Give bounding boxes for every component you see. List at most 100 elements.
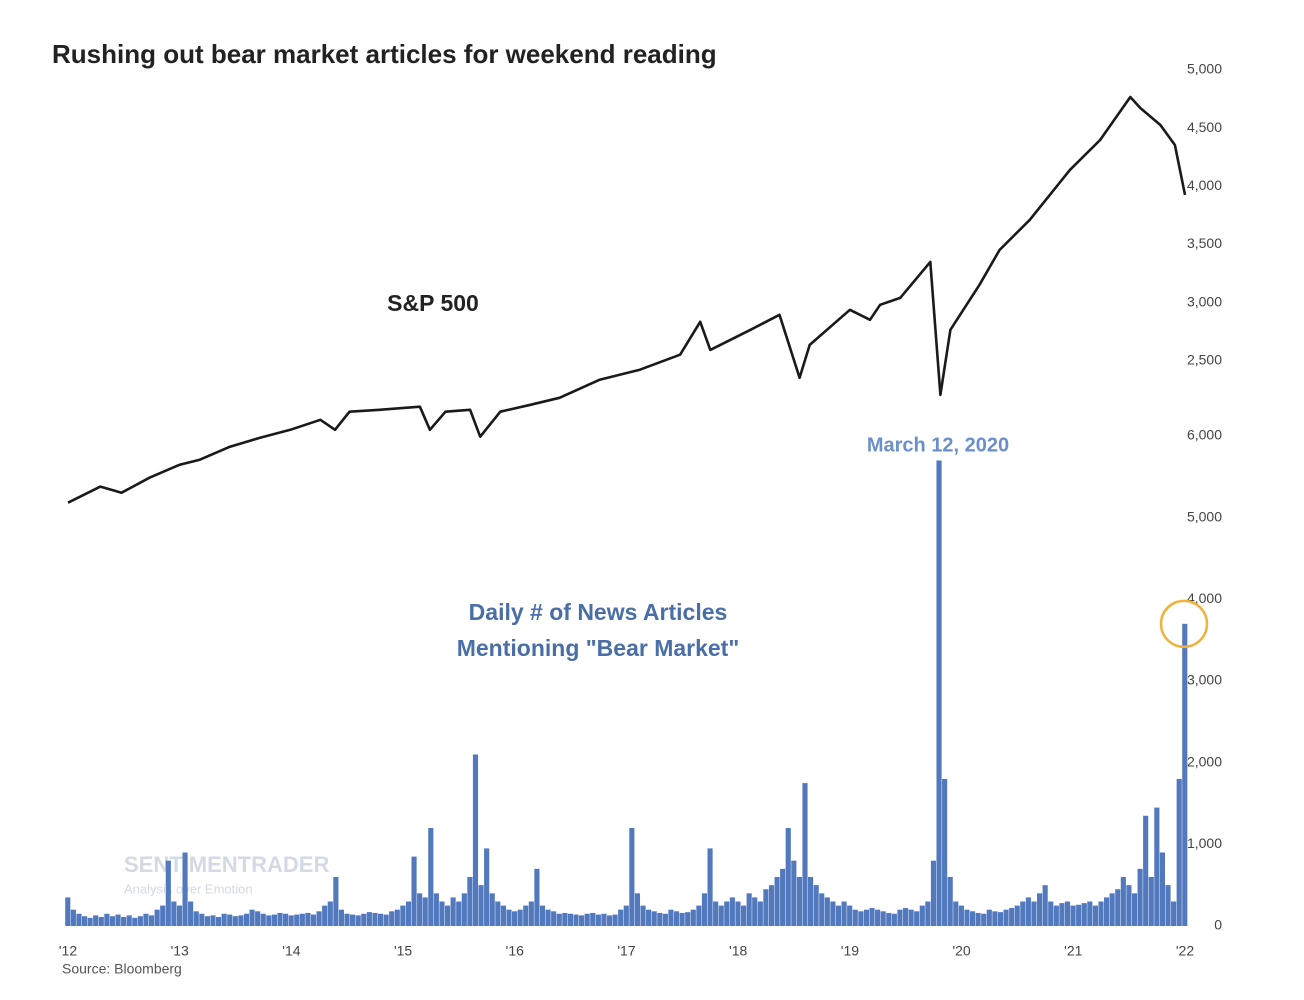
bar <box>1014 905 1020 926</box>
bar <box>562 912 568 926</box>
x-tick-label: '15 <box>394 943 412 959</box>
bar <box>752 897 758 926</box>
bar <box>227 914 233 926</box>
bar <box>528 901 534 926</box>
bar <box>199 913 205 926</box>
bar <box>154 909 160 926</box>
series-line <box>67 95 1187 504</box>
bar <box>623 905 629 926</box>
bar <box>919 905 925 926</box>
y-tick-label: 4,500 <box>1187 119 1222 135</box>
bar <box>176 905 183 926</box>
bar <box>1126 885 1132 926</box>
bar <box>757 901 763 926</box>
bar <box>880 911 886 926</box>
series-annotation: S&P 500 <box>387 290 479 316</box>
bar <box>830 901 836 926</box>
bar <box>573 914 579 926</box>
bar <box>1171 901 1177 926</box>
bar <box>299 913 305 926</box>
y-tick-label: 5,000 <box>1187 508 1222 524</box>
bar <box>444 905 451 926</box>
bar <box>819 893 825 926</box>
bar <box>523 905 529 926</box>
bar <box>875 909 881 926</box>
series-annotation: Mentioning "Bear Market" <box>457 635 740 661</box>
x-tick-label: '14 <box>282 943 300 959</box>
y-tick-label: 3,000 <box>1187 293 1222 309</box>
bar <box>450 897 456 926</box>
bar <box>126 915 132 926</box>
bar <box>646 909 652 926</box>
bar <box>109 916 116 926</box>
bar <box>1081 903 1087 926</box>
bar <box>283 913 289 926</box>
bar <box>327 901 333 926</box>
x-tick-label: '13 <box>171 943 189 959</box>
bar <box>679 912 685 926</box>
bar <box>81 916 88 926</box>
bar <box>897 909 903 926</box>
bar <box>774 877 780 926</box>
y-tick-label: 6,000 <box>1187 427 1222 443</box>
bar <box>1087 901 1093 926</box>
y-tick-label: 3,500 <box>1187 235 1222 251</box>
bar <box>288 915 294 926</box>
bar <box>1182 623 1188 926</box>
bar <box>1120 877 1126 926</box>
bar <box>366 912 372 926</box>
bar <box>740 905 747 926</box>
bar <box>1076 904 1082 926</box>
bar <box>584 913 590 926</box>
bar <box>891 913 897 926</box>
bar <box>216 917 222 926</box>
bar <box>634 893 641 926</box>
y-tick-label: 1,000 <box>1187 835 1222 851</box>
bar <box>556 913 562 926</box>
bar <box>65 897 71 926</box>
bar <box>936 460 942 926</box>
bar <box>545 909 551 926</box>
bar <box>405 901 412 926</box>
bar <box>171 901 177 926</box>
bar <box>847 905 853 926</box>
bar <box>383 914 389 926</box>
x-tick-label: '20 <box>952 943 970 959</box>
bar <box>729 897 735 926</box>
bar <box>1053 905 1059 926</box>
bar <box>785 828 791 926</box>
bar <box>1031 901 1037 926</box>
bar <box>249 909 255 926</box>
bar <box>969 911 976 926</box>
bar <box>472 754 479 926</box>
bar <box>428 828 434 926</box>
bar <box>791 860 797 926</box>
bar <box>735 901 741 926</box>
bar <box>417 893 423 926</box>
bar <box>1109 893 1115 926</box>
bar <box>221 913 227 926</box>
chart-title: Rushing out bear market articles for wee… <box>52 39 717 69</box>
bar <box>1176 779 1182 926</box>
bar <box>869 908 875 926</box>
bar <box>1137 868 1143 926</box>
bar <box>271 914 277 926</box>
bar <box>115 914 121 926</box>
bar <box>1115 889 1121 926</box>
bar <box>255 911 261 926</box>
bar <box>640 905 646 926</box>
bar <box>98 917 104 926</box>
bar <box>467 877 473 926</box>
bar <box>539 905 546 926</box>
bar <box>852 909 858 926</box>
bar <box>1064 901 1071 926</box>
watermark: SENTIMENTRADER <box>124 852 329 877</box>
bar <box>132 917 138 926</box>
bar <box>858 911 864 926</box>
source-note: Source: Bloomberg <box>62 961 182 977</box>
y-tick-label: 4,000 <box>1187 590 1222 606</box>
bar <box>182 852 188 926</box>
bar <box>975 912 981 926</box>
bar <box>1003 909 1009 926</box>
bar <box>165 860 171 926</box>
